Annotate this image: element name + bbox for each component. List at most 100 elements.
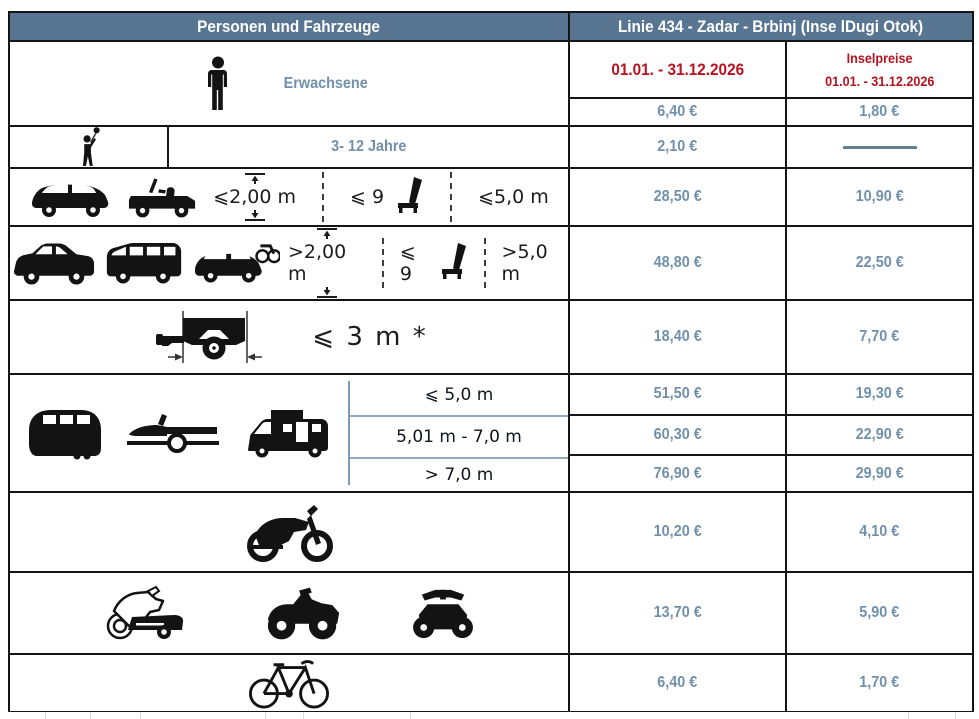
bicycle-island-price: 1,70 € bbox=[859, 674, 900, 691]
adult-row-cell: Erwachsene bbox=[8, 40, 570, 127]
adult-price: 6,40 € bbox=[657, 103, 698, 120]
motorcycle-price-cell: 10,20 € bbox=[568, 491, 787, 573]
island-period-label: 01.01. - 31.12.2026 bbox=[824, 72, 935, 89]
blue-divider-line bbox=[348, 381, 350, 485]
dashed-divider bbox=[483, 238, 486, 288]
seat-icon bbox=[394, 177, 424, 217]
caravan-tier-1-price: 51,50 € bbox=[653, 385, 702, 403]
dashed-divider bbox=[450, 172, 453, 222]
camper-icon bbox=[243, 408, 331, 458]
adult-price-cell: 6,40 € bbox=[568, 97, 787, 127]
child-row-cell: 3- 12 Jahre bbox=[8, 125, 570, 169]
motorcycle-island-price-cell: 4,10 € bbox=[784, 491, 975, 573]
child-price: 2,10 € bbox=[657, 138, 698, 155]
caravan-icon bbox=[27, 406, 103, 460]
child-label: 3- 12 Jahre bbox=[330, 138, 407, 155]
car-low-height-limit: ⩽2,00 m bbox=[213, 186, 297, 208]
standard-period-label: 01.01. - 31.12.2026 bbox=[611, 59, 744, 79]
sidecar-quad-price: 13,70 € bbox=[653, 604, 702, 621]
spreadsheet-gridline-artifact bbox=[0, 712, 979, 719]
caravan-tier-2-island-price-cell: 22,90 € bbox=[784, 413, 975, 457]
car-high-seat-limit: ⩽ 9 bbox=[399, 241, 416, 285]
motorcycle-sidecar-icon bbox=[100, 585, 200, 641]
car-high-row-cell: >2,00 m ⩽ 9 >5,0 m bbox=[8, 225, 570, 301]
car-high-length-limit: >5,0 m bbox=[501, 241, 548, 285]
minivan-icon bbox=[29, 175, 113, 219]
motorcycle-row-cell bbox=[8, 491, 570, 573]
car-low-length-limit: ⩽5,0 m bbox=[478, 186, 549, 208]
bicycle-price: 6,40 € bbox=[657, 674, 698, 691]
caravan-tier-1-length: ⩽ 5,0 m bbox=[424, 385, 494, 405]
header-right-cell: Linie 434 - Zadar - Brbinj (Inse lDugi O… bbox=[567, 11, 975, 42]
bicycle-icon bbox=[246, 656, 332, 710]
bicycle-row-cell bbox=[8, 653, 570, 713]
caravan-tier-2-price-cell: 60,30 € bbox=[568, 413, 787, 457]
trailer-island-price-cell: 7,70 € bbox=[784, 299, 975, 375]
caravan-tier-1-island-price: 19,30 € bbox=[855, 385, 904, 403]
quad-front-icon bbox=[408, 585, 478, 641]
car-low-row-cell: ⩽2,00 m ⩽ 9 ⩽5,0 m bbox=[8, 167, 570, 227]
child-island-price-cell bbox=[784, 125, 975, 169]
route-title: Linie 434 - Zadar - Brbinj (Inse lDugi O… bbox=[618, 16, 924, 36]
boat-trailer-icon bbox=[125, 412, 221, 454]
sidecar-quad-price-cell: 13,70 € bbox=[568, 571, 787, 655]
trailer-row-cell: ⩽ 3 m * bbox=[8, 299, 570, 375]
fare-table: Personen und Fahrzeuge Linie 434 - Zadar… bbox=[8, 11, 975, 713]
header-left-label: Personen und Fahrzeuge bbox=[197, 16, 381, 36]
caravan-tier-1-price-cell: 51,50 € bbox=[568, 373, 787, 416]
trailer-island-price: 7,70 € bbox=[859, 328, 900, 345]
bicycle-island-price-cell: 1,70 € bbox=[784, 653, 975, 713]
car-high-height-limit: >2,00 m bbox=[288, 241, 347, 285]
caravan-tier-2-price: 60,30 € bbox=[653, 426, 702, 444]
dashed-divider bbox=[381, 238, 384, 288]
seat-icon bbox=[438, 243, 468, 283]
car-low-seat-limit: ⩽ 9 bbox=[350, 186, 385, 208]
wagon-bike-rack-icon bbox=[192, 240, 280, 286]
adult-island-price: 1,80 € bbox=[859, 103, 900, 120]
standard-period-cell: 01.01. - 31.12.2026 bbox=[568, 40, 787, 99]
car-low-island-price-cell: 10,90 € bbox=[784, 167, 975, 227]
car-high-price: 48,80 € bbox=[653, 254, 702, 271]
quad-side-icon bbox=[262, 584, 346, 642]
car-low-island-price: 10,90 € bbox=[855, 188, 904, 205]
caravan-tier-3-price: 76,90 € bbox=[653, 464, 702, 482]
adult-label: Erwachsene bbox=[283, 74, 369, 92]
height-measure-icon: ⩽2,00 m bbox=[213, 172, 296, 222]
caravan-tier-3-island-price-cell: 29,90 € bbox=[784, 454, 975, 493]
caravan-tier-3-island-price: 29,90 € bbox=[855, 464, 904, 482]
jeep-icon bbox=[127, 175, 199, 219]
suv-icon bbox=[11, 239, 96, 287]
sidecar-quad-island-price-cell: 5,90 € bbox=[784, 571, 975, 655]
trailer-price-cell: 18,40 € bbox=[568, 299, 787, 375]
car-high-island-price-cell: 22,50 € bbox=[784, 225, 975, 301]
child-with-balloon-icon bbox=[76, 128, 102, 166]
child-price-cell: 2,10 € bbox=[568, 125, 787, 169]
caravan-tier-2-length: 5,01 m - 7,0 m bbox=[396, 427, 522, 447]
sidecar-quad-island-price: 5,90 € bbox=[859, 604, 900, 621]
car-high-price-cell: 48,80 € bbox=[568, 225, 787, 301]
motorcycle-icon bbox=[241, 501, 337, 563]
header-left-cell: Personen und Fahrzeuge bbox=[8, 11, 570, 42]
caravan-tier-3-price-cell: 76,90 € bbox=[568, 454, 787, 493]
motorcycle-island-price: 4,10 € bbox=[859, 523, 900, 540]
adult-person-icon bbox=[205, 56, 231, 112]
adult-island-price-cell: 1,80 € bbox=[784, 97, 975, 127]
bicycle-price-cell: 6,40 € bbox=[568, 653, 787, 713]
motorcycle-price: 10,20 € bbox=[653, 523, 702, 540]
island-price-label: Inselpreise bbox=[846, 50, 913, 67]
caravan-tier-2-island-price: 22,90 € bbox=[855, 426, 904, 444]
caravan-tier-3-length: > 7,0 m bbox=[424, 465, 494, 485]
dashed-divider bbox=[322, 172, 325, 222]
caravan-group-cell: ⩽ 5,0 m 5,01 m - 7,0 m > 7,0 m bbox=[8, 373, 570, 493]
trailer-length-limit: ⩽ 3 m * bbox=[312, 322, 428, 352]
trailer-price: 18,40 € bbox=[653, 328, 702, 345]
no-price-dash bbox=[842, 145, 917, 149]
sidecar-quad-row-cell bbox=[8, 571, 570, 655]
car-low-price: 28,50 € bbox=[653, 188, 702, 205]
box-trailer-icon bbox=[150, 305, 282, 369]
van-icon bbox=[104, 239, 184, 287]
car-high-island-price: 22,50 € bbox=[855, 254, 904, 271]
caravan-tier-1-island-price-cell: 19,30 € bbox=[784, 373, 975, 416]
island-period-cell: Inselpreise 01.01. - 31.12.2026 bbox=[784, 40, 975, 99]
